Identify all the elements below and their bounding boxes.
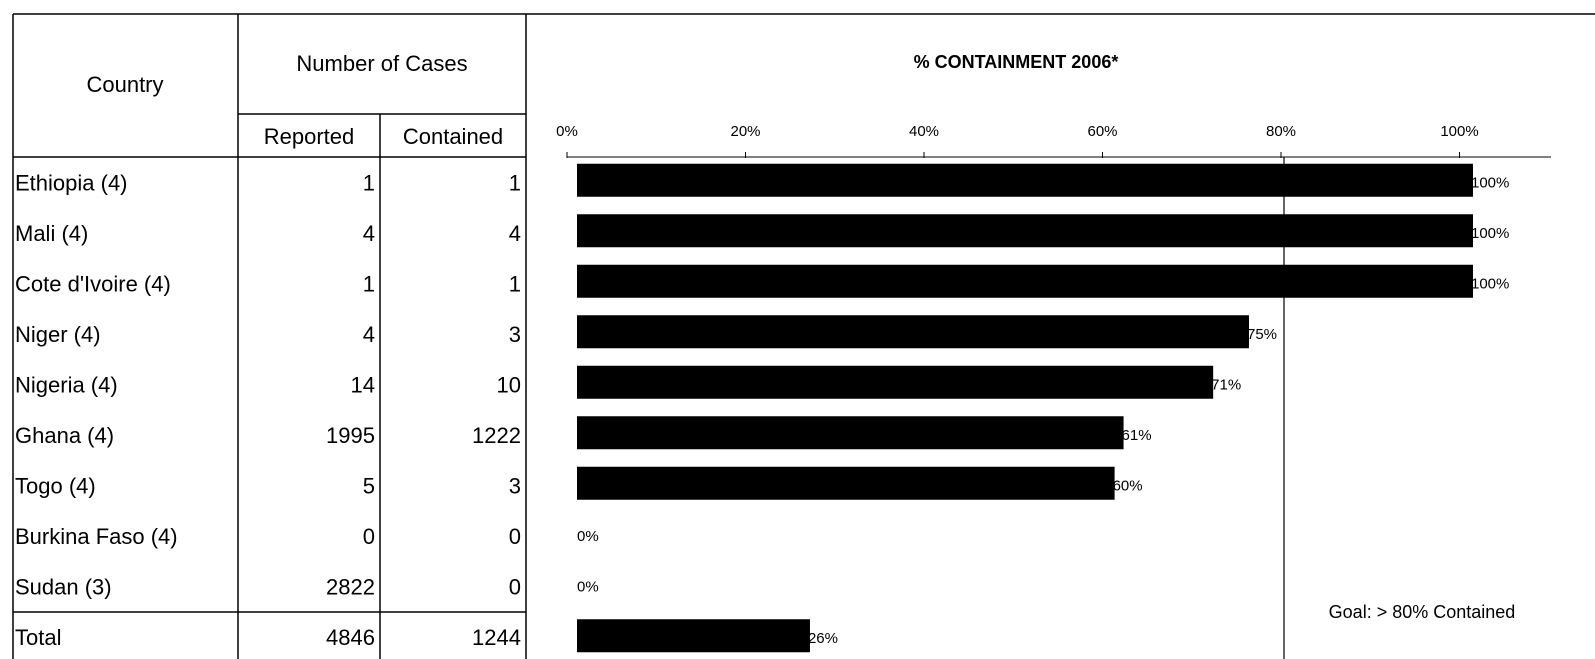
row-6-contained: 3 xyxy=(509,473,521,498)
bar-data-label: 100% xyxy=(1471,225,1509,242)
row-2-reported: 1 xyxy=(363,271,375,296)
bar xyxy=(577,365,1214,399)
row-4-reported: 14 xyxy=(351,372,375,397)
row-3-contained: 3 xyxy=(509,322,521,347)
chart-title: % CONTAINMENT 2006* xyxy=(914,52,1119,72)
bar-data-label: 71% xyxy=(1211,376,1241,393)
bar-data-label: 60% xyxy=(1113,477,1143,494)
total-contained: 1244 xyxy=(472,625,521,650)
row-4-contained: 10 xyxy=(497,372,521,397)
x-tick-label: 40% xyxy=(909,123,939,140)
bar xyxy=(577,264,1473,298)
table-row: Ghana (4) 1995 1222 xyxy=(15,423,521,448)
bar xyxy=(577,466,1115,500)
table-row: Togo (4) 5 3 xyxy=(15,473,521,498)
header-contained: Contained xyxy=(403,124,503,149)
row-4-country: Nigeria (4) xyxy=(15,372,118,397)
bar xyxy=(577,315,1249,349)
bar-data-label: 75% xyxy=(1247,326,1277,343)
chart-x-axis: 0% 20% 40% 60% 80% 100% xyxy=(556,123,1551,158)
total-reported: 4846 xyxy=(326,625,375,650)
row-8-reported: 2822 xyxy=(326,574,375,599)
x-tick-label: 20% xyxy=(730,123,760,140)
x-tick-label: 100% xyxy=(1440,123,1478,140)
bar xyxy=(577,619,810,653)
bar xyxy=(577,214,1473,248)
bar-data-label: 100% xyxy=(1471,275,1509,292)
total-country: Total xyxy=(15,625,61,650)
row-2-country: Cote d'Ivoire (4) xyxy=(15,271,171,296)
row-3-country: Niger (4) xyxy=(15,322,101,347)
table-row: Ethiopia (4) 1 1 xyxy=(15,170,521,195)
header-reported: Reported xyxy=(264,124,355,149)
row-6-reported: 5 xyxy=(363,473,375,498)
bar-data-label: 0% xyxy=(577,578,599,595)
bar-data-label: 26% xyxy=(808,630,838,647)
x-tick-label: 0% xyxy=(556,123,578,140)
bar xyxy=(577,163,1473,197)
goal-label: Goal: > 80% Contained xyxy=(1329,602,1516,622)
row-8-contained: 0 xyxy=(509,574,521,599)
row-0-reported: 1 xyxy=(363,170,375,195)
x-tick-label: 60% xyxy=(1087,123,1117,140)
bar-data-label: 0% xyxy=(577,528,599,545)
bar-data-label: 100% xyxy=(1471,174,1509,191)
row-0-country: Ethiopia (4) xyxy=(15,170,128,195)
table-frame xyxy=(12,13,1595,659)
row-2-contained: 1 xyxy=(509,271,521,296)
row-6-country: Togo (4) xyxy=(15,473,96,498)
row-5-reported: 1995 xyxy=(326,423,375,448)
table-body: Ethiopia (4) 1 1 Mali (4) 4 4 Cote d'Ivoire (4… xyxy=(15,170,521,650)
row-1-contained: 4 xyxy=(509,221,521,246)
row-7-contained: 0 xyxy=(509,524,521,549)
bar xyxy=(577,416,1124,450)
table-row: Sudan (3) 2822 0 xyxy=(15,574,521,599)
table-row: Niger (4) 4 3 xyxy=(15,322,521,347)
x-tick-label: 80% xyxy=(1266,123,1296,140)
header-number-of-cases: Number of Cases xyxy=(296,51,467,76)
table-row: Mali (4) 4 4 xyxy=(15,221,521,246)
header-country: Country xyxy=(86,72,163,97)
bar-data-label: 61% xyxy=(1122,427,1152,444)
row-7-country: Burkina Faso (4) xyxy=(15,524,178,549)
chart-bars: 100% 100% 100% 75% 71% 61% 60% 0% 0% 26% xyxy=(577,163,1509,653)
row-5-country: Ghana (4) xyxy=(15,423,114,448)
row-8-country: Sudan (3) xyxy=(15,574,112,599)
row-1-reported: 4 xyxy=(363,221,375,246)
row-0-contained: 1 xyxy=(509,170,521,195)
table-row: Burkina Faso (4) 0 0 xyxy=(15,524,521,549)
row-1-country: Mali (4) xyxy=(15,221,88,246)
row-7-reported: 0 xyxy=(363,524,375,549)
table-row: Cote d'Ivoire (4) 1 1 xyxy=(15,271,521,296)
table-row: Nigeria (4) 14 10 xyxy=(15,372,521,397)
row-3-reported: 4 xyxy=(363,322,375,347)
row-5-contained: 1222 xyxy=(472,423,521,448)
total-row: Total 4846 1244 xyxy=(15,625,521,650)
